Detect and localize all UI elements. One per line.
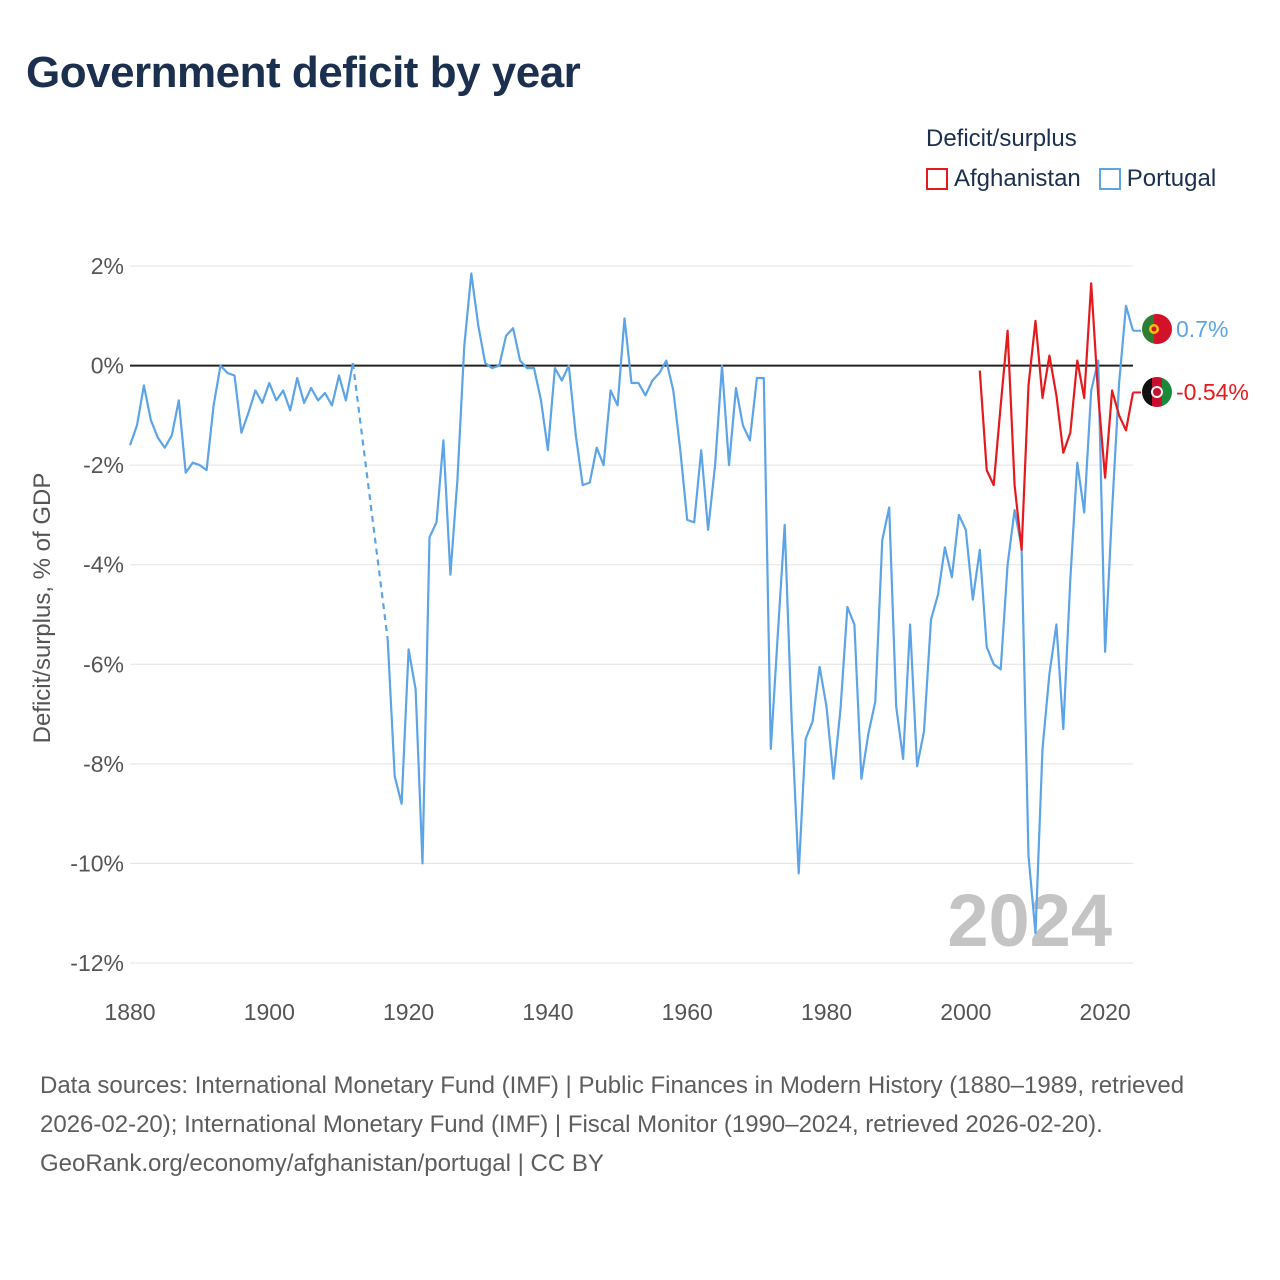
x-tick-label: 1940 <box>522 999 573 1025</box>
x-tick-label: 1900 <box>244 999 295 1025</box>
x-tick-label: 1920 <box>383 999 434 1025</box>
afghanistan-end-label: -0.54% <box>1176 379 1249 405</box>
series-line-afghanistan[interactable] <box>978 282 1135 551</box>
legend-title: Deficit/surplus <box>926 125 1077 152</box>
y-tick-label: -12% <box>70 950 124 976</box>
x-tick-label: 1980 <box>801 999 852 1025</box>
x-tick-label: 1960 <box>662 999 713 1025</box>
credit-link[interactable]: GeoRank.org/economy/afghanistan/portugal… <box>40 1150 604 1177</box>
legend-item-afghanistan[interactable]: Afghanistan <box>926 165 1081 193</box>
x-tick-label: 2020 <box>1080 999 1131 1025</box>
legend-item-portugal[interactable]: Portugal <box>1098 165 1217 193</box>
legend-label-portugal: Portugal <box>1126 165 1217 192</box>
gridlines <box>130 265 1133 964</box>
series-line-portugal[interactable] <box>128 362 354 474</box>
y-tick-label: -8% <box>83 751 124 777</box>
x-tick-label: 2000 <box>940 999 991 1025</box>
legend-swatch-portugal <box>1098 168 1121 190</box>
y-tick-label: 2% <box>91 253 124 279</box>
x-axis-ticks: 1880 1900 1920 1940 1960 1980 2000 2020 <box>104 999 1130 1025</box>
year-watermark: 2024 <box>947 879 1112 962</box>
y-axis-ticks: 2% 0% -2% -4% -6% -8% -10% -12% <box>70 253 124 976</box>
footer: Data sources: International Monetary Fun… <box>40 1066 1240 1183</box>
legend: Afghanistan Portugal <box>926 165 1234 193</box>
series-line-portugal[interactable] <box>386 272 1135 935</box>
series-gap-portugal <box>351 362 389 640</box>
y-tick-label: -6% <box>83 651 124 677</box>
portugal-flag-icon <box>1142 314 1172 344</box>
chart-title: Government deficit by year <box>26 48 581 97</box>
portugal-end-label: 0.7% <box>1176 316 1228 342</box>
y-axis-label: Deficit/surplus, % of GDP <box>29 473 56 744</box>
data-sources-text: Data sources: International Monetary Fun… <box>40 1072 1185 1138</box>
series-lines <box>128 272 1141 935</box>
legend-swatch-afghanistan <box>926 168 948 190</box>
afghanistan-flag-icon <box>1142 377 1172 407</box>
x-tick-label: 1880 <box>104 999 155 1025</box>
legend-label-afghanistan: Afghanistan <box>954 165 1081 192</box>
y-tick-label: -2% <box>83 452 124 478</box>
y-tick-label: -4% <box>83 552 124 578</box>
y-tick-label: 0% <box>91 353 124 379</box>
line-chart: 2% 0% -2% -4% -6% -8% -10% -12% 1880 1900 1920 194… <box>29 253 1249 1025</box>
y-tick-label: -10% <box>70 850 124 876</box>
